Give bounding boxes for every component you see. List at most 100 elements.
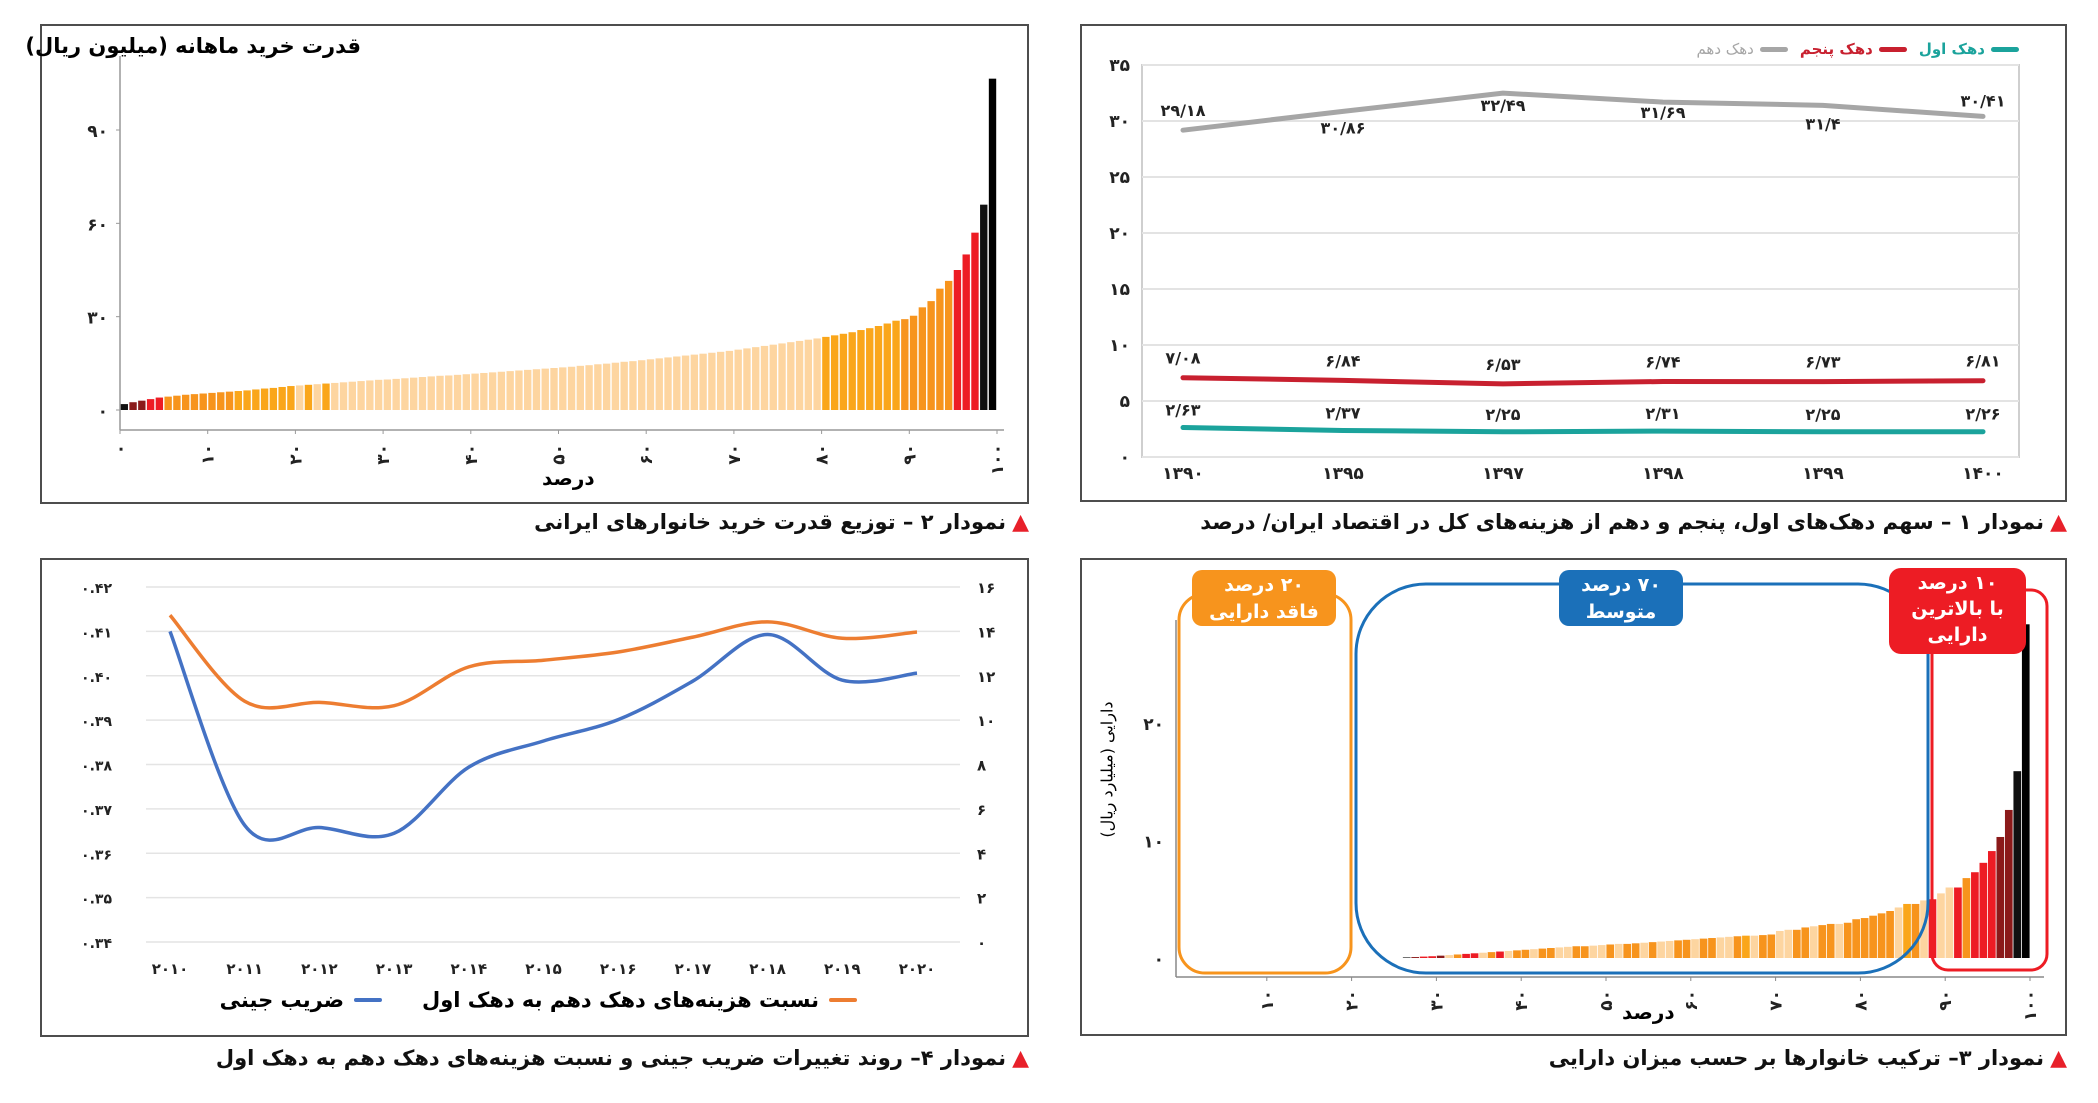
bar [778, 343, 786, 410]
bar [708, 352, 716, 410]
bar [690, 354, 699, 410]
y-tick-label: ۱۵ [1109, 280, 1130, 300]
data-label: ۲/۲۶ [1965, 405, 2000, 424]
bar [1665, 940, 1674, 958]
bar [1547, 948, 1555, 958]
bar [392, 378, 400, 410]
bar [173, 395, 181, 410]
y-right-tick-label: ۶ [977, 801, 986, 819]
data-label: ۳۱/۶۹ [1641, 103, 1686, 122]
bar [1479, 952, 1487, 958]
x-tick-label: ۱۳۹۸ [1642, 464, 1684, 484]
y-right-tick-label: ۸ [977, 757, 986, 775]
chart-2-x-title: درصد [542, 466, 595, 490]
bar [436, 375, 444, 410]
bar [787, 342, 795, 410]
x-tick-label: ۷۰ [1767, 990, 1787, 1011]
y-right-tick-label: ۱۶ [977, 579, 995, 597]
bar [1648, 942, 1657, 958]
x-tick-label: ۴۰ [1512, 990, 1532, 1011]
bar [296, 385, 304, 410]
chart-2-panel: ۰ ۳۰ ۶۰ ۹۰ ۰ ۱۰ ۲۰ ۳۰ ۴۰ ۵۰ ۶۰ ۷۰ ۸۰ ۹۰ ۱۰۰ قدرت خرید … [25, 24, 1029, 504]
bar [313, 384, 321, 410]
x-tick-label: ۸۰ [813, 444, 833, 465]
bar [462, 374, 470, 410]
bar [339, 382, 348, 410]
bar [2004, 809, 2013, 958]
bar [1742, 935, 1750, 958]
bar [1818, 925, 1827, 958]
bar [839, 333, 848, 410]
series-line-1 [1180, 375, 1986, 387]
bar [1631, 943, 1640, 958]
data-label: ۳۲/۴۹ [1481, 96, 1526, 115]
group-box-middle [1354, 582, 1930, 975]
bar [1606, 944, 1615, 958]
bar [1462, 953, 1470, 958]
bar [980, 204, 988, 410]
bar [1623, 943, 1632, 958]
bar [1470, 953, 1479, 958]
chart-1-legend: دهک اول دهک پنجم دهک دهم [1696, 40, 2019, 58]
bar [857, 330, 865, 410]
bar [611, 362, 620, 410]
bar [1691, 939, 1699, 958]
legend-swatch-ratio [829, 998, 857, 1002]
x-tick-label: ۸۰ [1851, 990, 1871, 1011]
y-tick-label: ۹۰ [87, 122, 108, 142]
bar [1792, 929, 1801, 958]
y-tick-label: ۳۰ [1109, 112, 1130, 132]
bar [260, 388, 269, 410]
bar [1708, 938, 1716, 958]
bar [181, 394, 190, 410]
bar [944, 280, 953, 410]
bar [497, 371, 506, 410]
y-tick-label: ۲۰ [1143, 715, 1164, 735]
legend-label-decile-5: دهک پنجم [1799, 40, 1873, 58]
bar [199, 393, 207, 410]
bar [278, 386, 286, 410]
bar [1903, 903, 1911, 958]
bar [1513, 950, 1521, 958]
bar [164, 396, 172, 410]
x-tick-label: ۳۰ [374, 444, 394, 465]
bar [725, 350, 734, 410]
bar [532, 369, 541, 410]
bar [901, 319, 909, 410]
bar [1419, 956, 1428, 958]
y-left-tick-label: ۰.۳۸ [81, 759, 112, 775]
y-left-tick-label: ۰.۳۴ [81, 936, 112, 952]
data-label: ۲/۳۷ [1325, 403, 1360, 422]
bar [988, 78, 997, 410]
legend-swatch-decile-5 [1878, 46, 1907, 52]
y-right-tick-label: ۱۲ [977, 668, 995, 686]
bar [1674, 940, 1682, 958]
bar [1436, 955, 1445, 958]
bar [1979, 862, 1988, 958]
chart-1-caption: ▲نمودار ۱ – سهم دهک‌های اول، پنجم و دهم … [1200, 510, 2067, 535]
group-label-top-assets: ۱۰ درصد با بالاترین دارایی [1889, 570, 2026, 648]
legend-swatch-gini [353, 998, 382, 1002]
bar [594, 364, 602, 410]
bar [1784, 929, 1793, 958]
y-left-tick-label: ۰.۴۰ [81, 670, 112, 686]
bar [1996, 836, 2005, 958]
bar [155, 397, 164, 410]
bar [322, 383, 330, 410]
data-label: ۷/۰۸ [1165, 349, 1200, 368]
bar [848, 332, 856, 410]
bar [1954, 887, 1962, 958]
bar [752, 347, 760, 410]
group-label-bg-top-assets [1889, 568, 2026, 654]
bar [962, 254, 970, 410]
bar [567, 366, 576, 410]
data-label: ۳۱/۴ [1805, 114, 1840, 133]
bar [638, 360, 646, 410]
group-label-line: ۷۰ درصد [1581, 574, 1661, 596]
bar [585, 365, 593, 410]
bar [243, 390, 251, 410]
bar [1835, 923, 1844, 958]
bar [331, 382, 339, 410]
chart-3-x-title: درصد [1622, 1000, 1675, 1024]
bar [453, 374, 462, 410]
